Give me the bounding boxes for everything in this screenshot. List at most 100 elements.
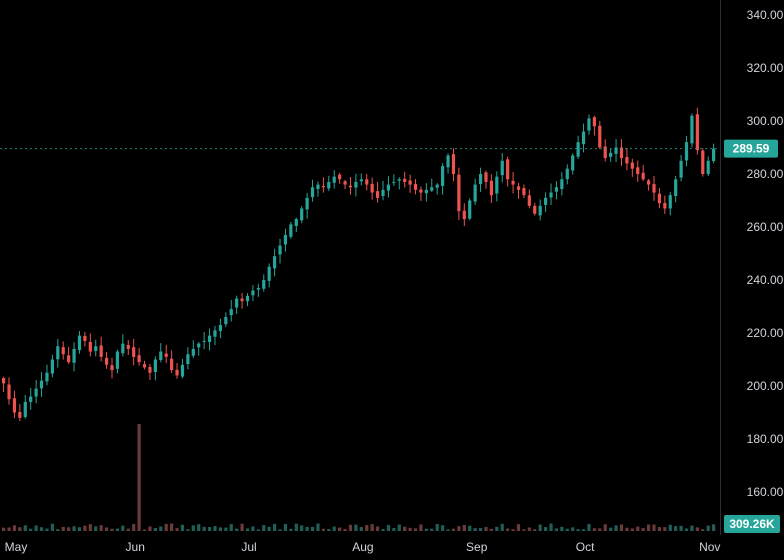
volume-bar	[511, 529, 515, 531]
price-tick-label: 280.00	[747, 167, 784, 181]
candle-body	[310, 187, 315, 198]
candle-body	[441, 166, 445, 186]
volume-bar	[213, 526, 217, 531]
time-axis[interactable]: May Jun Jul Aug Sep Oct Nov	[5, 540, 721, 554]
volume-bar	[619, 524, 624, 531]
volume-bar	[560, 526, 564, 531]
candle-body	[495, 176, 499, 194]
volume-bar	[441, 525, 445, 531]
candle-body	[478, 174, 483, 185]
candle-body	[316, 184, 320, 189]
volume-bar	[571, 527, 575, 531]
volume-bar	[598, 528, 602, 531]
candle-body	[348, 185, 353, 188]
candle-body	[451, 154, 456, 174]
volume-bar	[500, 523, 504, 531]
last-volume-label: 309.26K	[729, 517, 775, 531]
candle-body	[99, 345, 103, 357]
volume-bar	[403, 526, 407, 531]
candle-body	[213, 330, 217, 337]
candle-body	[375, 191, 380, 198]
volume-bar	[332, 526, 336, 531]
volume-bar	[121, 525, 125, 531]
last-price-badge: 289.59	[724, 139, 778, 158]
candle-body	[164, 353, 168, 357]
price-axis[interactable]: 160.00 180.00 200.00 220.00 240.00 260.00 280.…	[747, 8, 784, 499]
volume-bar	[343, 528, 347, 531]
price-tick-label: 300.00	[747, 114, 784, 128]
volume-bar	[23, 525, 27, 531]
candle-body	[77, 335, 82, 351]
candle-body	[571, 155, 575, 171]
volume-bar	[478, 528, 483, 531]
volume-bar	[701, 529, 705, 531]
volume-bar	[408, 527, 412, 531]
candle-body	[186, 354, 190, 365]
volume-bar	[587, 523, 591, 531]
volume-bar	[451, 528, 456, 531]
volume-bar	[554, 528, 559, 531]
volume-bar	[365, 525, 369, 531]
candle-body	[245, 295, 250, 302]
volume-bar	[207, 527, 212, 531]
volume-bar	[549, 523, 553, 531]
volume-bar	[77, 527, 82, 531]
candle-body	[23, 401, 27, 417]
candle-body	[83, 335, 87, 341]
candle-body	[240, 298, 244, 302]
volume-bar	[175, 528, 179, 531]
candle-body	[56, 346, 60, 360]
candle-body	[679, 160, 683, 178]
candle-body	[88, 342, 92, 352]
last-volume-badge-bg	[724, 515, 780, 533]
volume-bar	[321, 528, 325, 531]
candle-body	[446, 155, 450, 168]
candle-body	[191, 348, 195, 356]
candle-body	[690, 115, 694, 144]
volume-bar	[327, 528, 331, 531]
volume-bar	[695, 527, 699, 531]
volume-bar	[186, 529, 190, 531]
candle-body	[609, 152, 613, 157]
candle-body	[473, 184, 477, 202]
candle-body	[61, 347, 65, 355]
price-tick-label: 160.00	[747, 485, 784, 499]
volume-bar	[283, 523, 288, 531]
candle-body	[251, 290, 255, 296]
candle-body	[104, 357, 109, 365]
candle-body	[34, 388, 38, 397]
candle-body	[625, 157, 629, 164]
volume-bar	[310, 526, 315, 531]
candle-body	[511, 180, 515, 185]
candle-body	[67, 355, 71, 363]
volume-bar	[159, 526, 163, 531]
volume-bar	[381, 528, 385, 531]
volume-bar	[137, 424, 141, 531]
volume-bar	[375, 526, 380, 531]
candle-body	[359, 179, 363, 182]
candle-body	[159, 351, 163, 361]
candle-body	[170, 358, 174, 371]
candle-body	[289, 224, 293, 237]
volume-bar	[218, 527, 222, 531]
candle-body	[202, 340, 206, 342]
candle-body	[430, 187, 434, 191]
candle-body	[603, 146, 607, 159]
candle-body	[7, 384, 11, 400]
volume-bar	[706, 525, 710, 531]
volume-bar	[397, 524, 401, 531]
candle-body	[338, 174, 342, 180]
time-tick-label: May	[5, 540, 28, 554]
volume-bar	[115, 528, 120, 531]
volume-bar	[29, 528, 33, 531]
candle-body	[527, 195, 531, 206]
candle-body	[684, 142, 689, 161]
volume-bar	[72, 526, 76, 531]
volume-bar	[657, 527, 662, 531]
volume-bar	[576, 529, 580, 531]
candle-body	[592, 117, 596, 127]
candle-body	[218, 325, 222, 331]
last-price-label: 289.59	[733, 142, 770, 156]
candle-body	[354, 181, 358, 188]
